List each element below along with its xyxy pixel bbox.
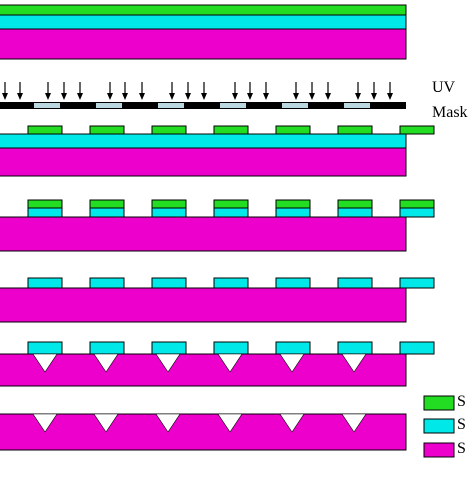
uv-arrow-head-6: [122, 93, 128, 100]
step5-etch-pit-1: [93, 353, 119, 373]
uv-arrow-head-13: [263, 93, 269, 100]
step3-substrate: [0, 216, 407, 252]
uv-arrow-head-18: [371, 93, 377, 100]
legend-swatch-0: [423, 395, 455, 411]
step2-resist-island-1: [89, 125, 125, 135]
step3-resist-island-6: [399, 199, 435, 209]
step2-resist-island-0: [27, 125, 63, 135]
step1-oxide-layer: [0, 14, 407, 30]
step3-resist-island-2: [151, 199, 187, 209]
step3-oxide-island-5: [337, 207, 373, 218]
step5-etch-pit-4: [279, 353, 305, 373]
step3-oxide-island-2: [151, 207, 187, 218]
step4-oxide-island-6: [399, 277, 435, 289]
mask-label: Mask: [432, 104, 468, 121]
step2-resist-island-3: [213, 125, 249, 135]
uv-arrow-head-5: [107, 93, 113, 100]
uv-arrow-head-10: [201, 93, 207, 100]
mask-window-5: [344, 103, 370, 108]
step5-oxide-island-6: [399, 341, 435, 355]
legend-label-oxide: S: [457, 416, 466, 433]
uv-arrow-head-16: [325, 93, 331, 100]
step3-oxide-island-4: [275, 207, 311, 218]
step5-oxide-island-2: [151, 341, 187, 355]
mask-window-3: [220, 103, 246, 108]
mask-window-1: [96, 103, 122, 108]
step6-etch-pit-4: [279, 413, 305, 433]
step3-oxide-island-0: [27, 207, 63, 218]
step5-oxide-island-5: [337, 341, 373, 355]
step1-photoresist-layer: [0, 4, 407, 16]
uv-arrow-head-14: [293, 93, 299, 100]
step5-oxide-island-3: [213, 341, 249, 355]
step4-substrate: [0, 287, 407, 323]
step6-etch-pit-1: [93, 413, 119, 433]
step5-oxide-island-0: [27, 341, 63, 355]
uv-arrow-head-1: [17, 93, 23, 100]
step5-etch-pit-3: [217, 353, 243, 373]
mask-window-0: [34, 103, 60, 108]
uv-arrow-head-11: [232, 93, 238, 100]
step5-etch-pit-2: [155, 353, 181, 373]
uv-arrow-head-12: [247, 93, 253, 100]
mask-window-2: [158, 103, 184, 108]
step4-oxide-island-1: [89, 277, 125, 289]
uv-arrow-head-19: [387, 93, 393, 100]
step5-etch-pit-5: [341, 353, 367, 373]
step3-resist-island-1: [89, 199, 125, 209]
step4-oxide-island-4: [275, 277, 311, 289]
step3-oxide-island-1: [89, 207, 125, 218]
step4-oxide-island-3: [213, 277, 249, 289]
uv-arrow-head-9: [185, 93, 191, 100]
uv-label: UV: [432, 79, 456, 96]
step2-substrate: [0, 147, 407, 177]
step2-resist-island-4: [275, 125, 311, 135]
uv-arrow-head-4: [77, 93, 83, 100]
step3-resist-island-3: [213, 199, 249, 209]
step6-substrate: [0, 413, 407, 451]
uv-arrow-head-0: [2, 93, 8, 100]
legend-label-substrate: S: [457, 440, 466, 457]
step3-oxide-island-3: [213, 207, 249, 218]
step6-etch-pit-5: [341, 413, 367, 433]
uv-arrow-head-7: [139, 93, 145, 100]
step3-resist-island-5: [337, 199, 373, 209]
step5-etch-pit-0: [32, 353, 58, 373]
uv-arrow-head-8: [169, 93, 175, 100]
uv-arrow-head-3: [61, 93, 67, 100]
step2-resist-island-2: [151, 125, 187, 135]
step4-oxide-island-2: [151, 277, 187, 289]
step2-resist-island-5: [337, 125, 373, 135]
legend-swatch-1: [423, 418, 455, 434]
step1-substrate: [0, 28, 407, 60]
legend-label-photoresist: S: [457, 393, 466, 410]
mask-window-4: [282, 103, 308, 108]
step6-etch-pit-0: [32, 413, 58, 433]
uv-arrow-head-15: [309, 93, 315, 100]
step4-oxide-island-5: [337, 277, 373, 289]
legend-swatch-2: [423, 442, 455, 458]
step3-oxide-island-6: [399, 207, 435, 218]
step3-resist-island-0: [27, 199, 63, 209]
uv-mask-bar: [0, 102, 406, 109]
uv-arrow-head-2: [45, 93, 51, 100]
step5-oxide-island-1: [89, 341, 125, 355]
step5-oxide-island-4: [275, 341, 311, 355]
step6-etch-pit-3: [217, 413, 243, 433]
step3-resist-island-4: [275, 199, 311, 209]
uv-arrow-head-17: [355, 93, 361, 100]
step6-etch-pit-2: [155, 413, 181, 433]
step5-substrate: [0, 353, 407, 387]
step2-oxide-layer: [0, 133, 407, 149]
step2-resist-island-6: [399, 125, 435, 135]
step4-oxide-island-0: [27, 277, 63, 289]
